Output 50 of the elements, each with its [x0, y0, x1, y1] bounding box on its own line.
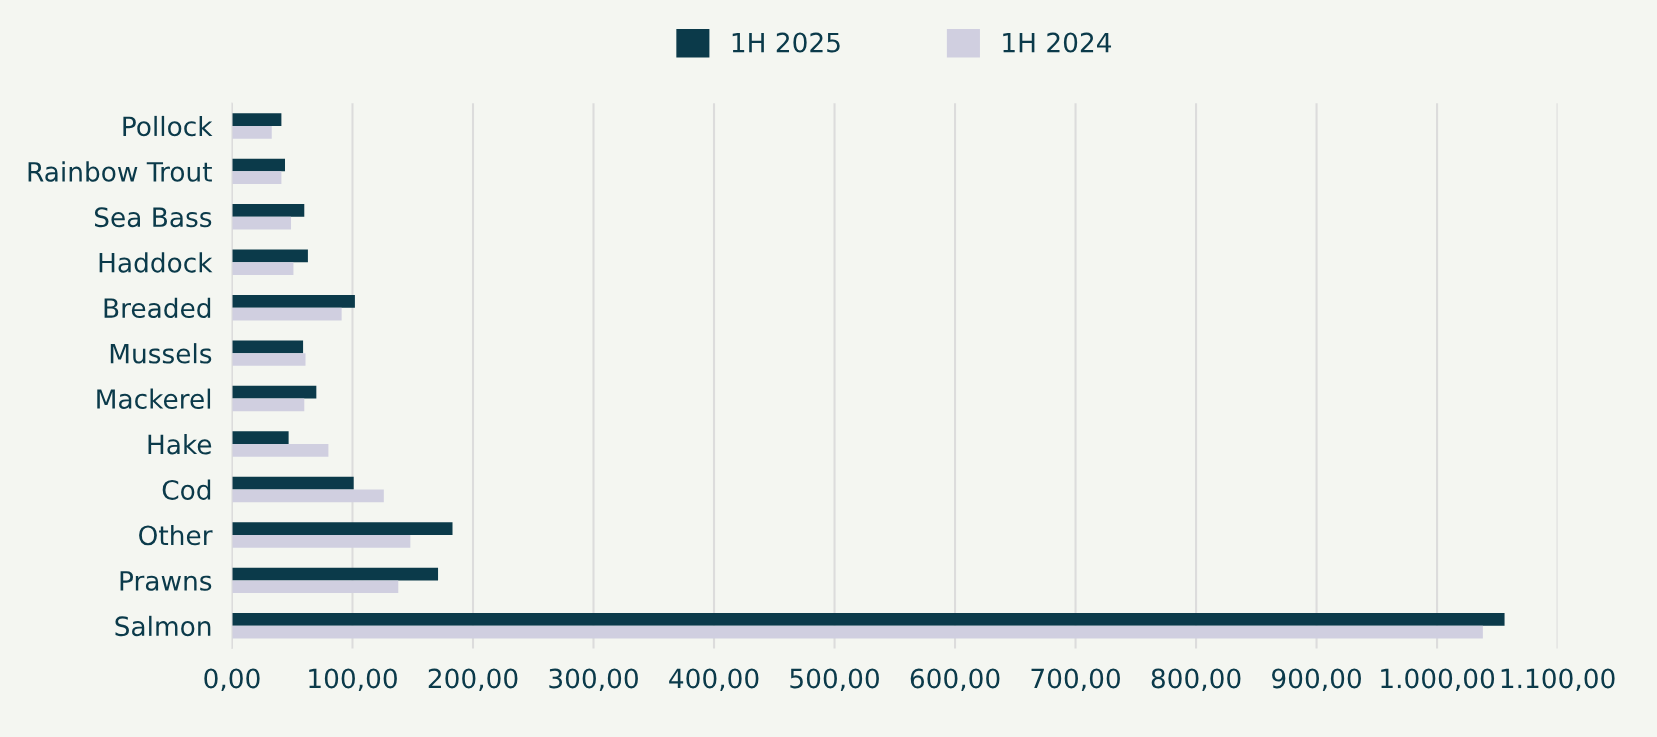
x-tick-label: 700,00: [1031, 668, 1120, 692]
bar: [231, 522, 453, 535]
bar: [231, 125, 272, 139]
legend-label: 1H 2025: [732, 32, 840, 53]
x-tick-label: 800,00: [1151, 668, 1241, 692]
bar: [231, 158, 285, 172]
y-tick-label: Hake: [148, 434, 212, 455]
bar: [231, 431, 289, 445]
bar: [231, 340, 304, 354]
x-tick-label: 500,00: [790, 668, 879, 692]
y-tick-label: Rainbow Trout: [28, 161, 212, 182]
y-tick-label: Prawns: [120, 571, 212, 591]
bar: [231, 204, 305, 217]
y-tick-label: Sea Bass: [94, 207, 212, 228]
y-tick-label: Other: [139, 524, 213, 546]
bar: [231, 216, 292, 230]
legend-label: 1H 2024: [1003, 32, 1112, 53]
x-tick-label: 400,00: [669, 668, 759, 692]
bar: [231, 307, 342, 321]
x-tick-label: 200,00: [428, 668, 518, 692]
bar: [231, 294, 355, 308]
bar: [231, 489, 384, 503]
bar: [231, 398, 305, 412]
y-tick-label: Cod: [162, 479, 211, 500]
bar: [231, 534, 411, 548]
bar: [231, 353, 306, 366]
x-tick-label: 900,00: [1272, 668, 1361, 692]
bar: [231, 113, 282, 126]
y-tick-label: Mackerel: [97, 388, 211, 409]
x-tick-label: 1.100,00: [1501, 668, 1615, 692]
bar: [231, 613, 1505, 626]
bar: [231, 625, 1483, 639]
bar: [231, 171, 282, 185]
y-tick-label: Mussels: [110, 343, 212, 364]
bar: [231, 476, 354, 490]
y-tick-label: Breaded: [104, 297, 211, 319]
y-tick-label: Salmon: [115, 615, 211, 637]
y-tick-label: Haddock: [99, 252, 213, 273]
bar: [231, 567, 439, 581]
x-tick-label: 600,00: [910, 668, 1000, 692]
bar: [231, 249, 308, 263]
x-tick-label: 300,00: [549, 668, 638, 692]
y-tick-label: Pollock: [123, 115, 213, 137]
x-tick-label: 100,00: [309, 668, 397, 692]
bar: [231, 580, 399, 594]
bar: [231, 444, 329, 457]
x-tick-label: 1.000,00: [1381, 668, 1495, 692]
bar: [231, 385, 317, 399]
x-tick-label: 0,00: [204, 668, 260, 692]
bar: [231, 262, 294, 275]
